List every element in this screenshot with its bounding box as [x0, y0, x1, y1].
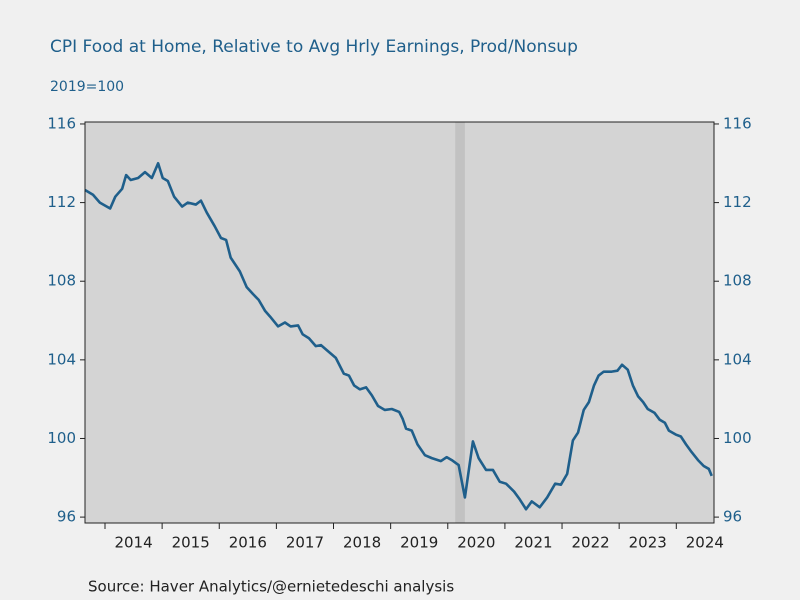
- x-tick-label: 2024: [686, 534, 724, 552]
- x-tick-label: 2015: [172, 534, 210, 552]
- y-tick-label: 116: [47, 114, 76, 132]
- y-tick-label: 100: [47, 429, 76, 447]
- x-tick-label: 2016: [229, 534, 267, 552]
- plot-frame: [84, 121, 715, 524]
- subtitle: 2019=100: [50, 79, 124, 95]
- x-tick-label: 2022: [572, 534, 610, 552]
- recession-shading: [455, 122, 465, 523]
- chart-title: CPI Food at Home, Relative to Avg Hrly E…: [50, 37, 578, 57]
- x-tick-label: 2020: [457, 534, 495, 552]
- source: Source: Haver Analytics/@ernietedeschi a…: [88, 578, 454, 596]
- y-tick-label: 112: [47, 193, 76, 211]
- y-tick-label: 96: [57, 508, 76, 526]
- x-tick-label: 2017: [286, 534, 324, 552]
- y2-tick-label: 96: [723, 508, 742, 526]
- y2-tick-label: 108: [723, 272, 752, 290]
- y2-tick-label: 116: [723, 114, 752, 132]
- y2-tick-label: 100: [723, 429, 752, 447]
- y-tick-label: 104: [47, 350, 76, 368]
- y-tick-label: 108: [47, 272, 76, 290]
- x-tick-label: 2018: [343, 534, 381, 552]
- x-tick-label: 2014: [114, 534, 152, 552]
- x-tick-label: 2019: [400, 534, 438, 552]
- y2-tick-label: 112: [723, 193, 752, 211]
- line-series: [84, 161, 713, 511]
- x-tick-label: 2023: [629, 534, 667, 552]
- y2-tick-label: 104: [723, 350, 752, 368]
- plot-area: [85, 122, 714, 523]
- x-tick-label: 2021: [514, 534, 552, 552]
